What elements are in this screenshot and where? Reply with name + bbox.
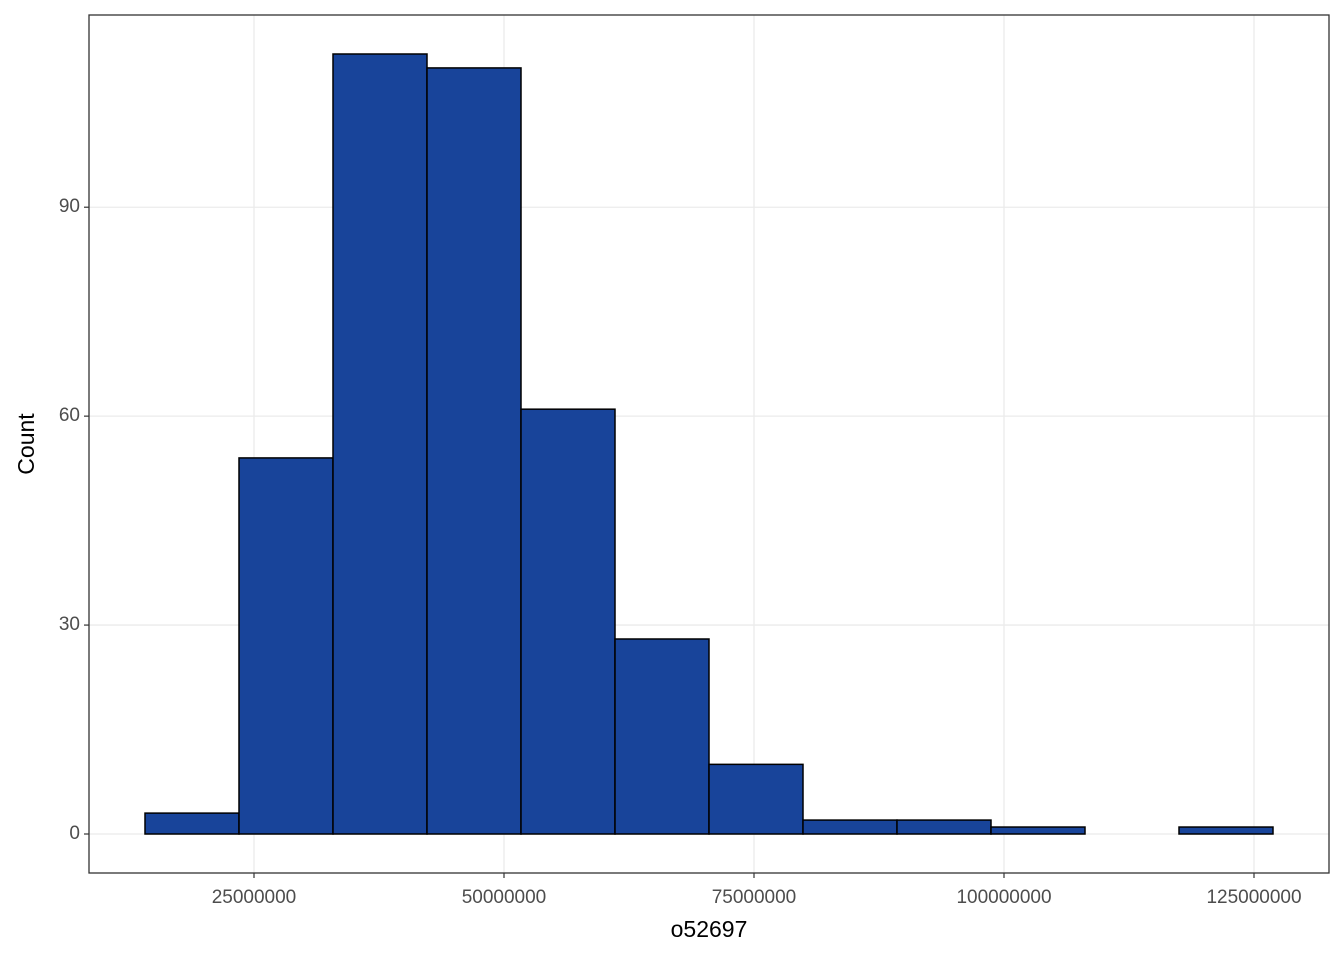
y-tick-label: 90 [59, 196, 80, 217]
x-tick-label: 75000000 [712, 887, 797, 908]
bar [144, 812, 240, 835]
x-axis-title: o52697 [671, 916, 748, 942]
bar [990, 826, 1086, 835]
bar [614, 638, 710, 835]
bar [802, 819, 898, 835]
x-tick-label: 100000000 [956, 887, 1051, 908]
x-tick-label: 125000000 [1206, 887, 1301, 908]
bar [1178, 826, 1274, 835]
x-tick-label: 25000000 [212, 887, 297, 908]
bar [238, 457, 334, 835]
y-tick-label: 60 [59, 405, 80, 426]
y-tick-label: 30 [59, 614, 80, 635]
bar [426, 67, 522, 835]
y-axis-title: Count [13, 413, 39, 475]
x-tick-label: 50000000 [462, 887, 547, 908]
bar [332, 53, 428, 835]
plot-border [88, 14, 1330, 874]
bar [520, 408, 616, 835]
bar [708, 763, 804, 835]
y-tick-label: 0 [69, 823, 80, 844]
bar [896, 819, 992, 835]
